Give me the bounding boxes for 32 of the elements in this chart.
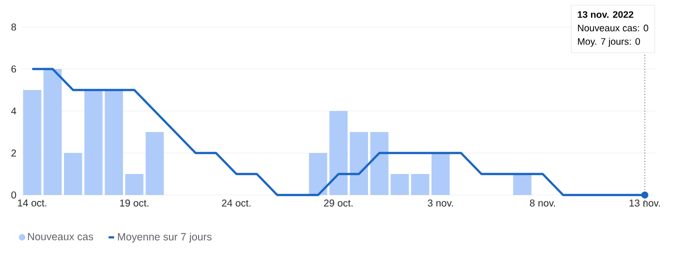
- bar: [411, 174, 430, 195]
- bar: [104, 90, 123, 195]
- bar: [44, 69, 62, 195]
- bar: [350, 132, 368, 195]
- bar: [64, 153, 82, 195]
- y-tick-label: 8: [11, 23, 16, 31]
- bar: [23, 90, 42, 195]
- bar: [370, 132, 388, 195]
- bar: [432, 153, 450, 195]
- bar: [308, 153, 328, 195]
- y-tick-label: 6: [11, 65, 16, 73]
- annotation: Moy. 7 jours: 0: [578, 38, 640, 47]
- x-tick-label: 13 nov.: [630, 200, 660, 207]
- bar: [84, 90, 103, 195]
- text: 13 nov. 2022: [578, 11, 634, 18]
- annotation: Nouveaux cas: 0: [578, 24, 648, 32]
- bar: [513, 174, 532, 195]
- x-tick-label: 19 oct.: [120, 200, 148, 207]
- y-tick-label: 4: [11, 108, 16, 114]
- bar: [390, 174, 409, 195]
- x-tick-label: 14 oct.: [18, 200, 46, 206]
- bar: [125, 174, 144, 195]
- x-tick-label: 29 oct.: [324, 200, 353, 207]
- bar: [146, 132, 164, 195]
- x-tick-label: 24 oct.: [222, 200, 250, 207]
- legend-label: Moyenne sur 7 jours: [118, 232, 212, 243]
- bar: [329, 111, 348, 195]
- x-tick-label: 8 nov.: [530, 200, 555, 207]
- x-tick-label: 3 nov.: [428, 200, 453, 207]
- legend-label: Nouveaux cas: [28, 232, 94, 240]
- y-tick-label: 2: [11, 150, 16, 156]
- y-tick-label: 0: [11, 191, 16, 199]
